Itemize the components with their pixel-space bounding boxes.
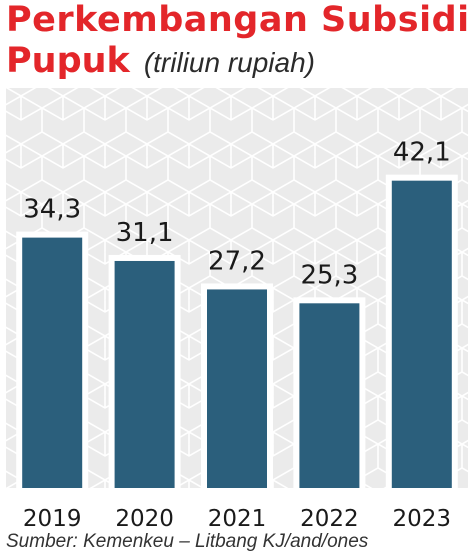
- x-tick-label-2019: 2019: [23, 506, 82, 532]
- bar-2022: [299, 303, 360, 488]
- bar-2020: [114, 260, 175, 488]
- x-tick-label-2022: 2022: [300, 506, 359, 532]
- chart-title-line-2: Pupuk (triliun rupiah): [6, 40, 468, 84]
- chart-title-line-1: Perkembangan Subsidi: [6, 0, 470, 40]
- chart-title-main: Pupuk: [6, 41, 130, 81]
- bar-2021: [207, 289, 267, 488]
- chart-title-block: Perkembangan Subsidi Pupuk (triliun rupia…: [6, 0, 470, 84]
- x-tick-label-2020: 2020: [115, 506, 174, 532]
- x-tick-label-2023: 2023: [393, 506, 452, 532]
- value-label-2019: 34,3: [23, 195, 81, 225]
- value-label-2023: 42,1: [393, 138, 451, 168]
- value-label-2020: 31,1: [116, 218, 174, 248]
- x-tick-label-2021: 2021: [208, 506, 267, 532]
- source-note: Sumber: Kemenkeu – Litbang KJ/and/ones: [6, 531, 369, 552]
- bar-2019: [22, 237, 83, 488]
- plot-area: 34,3 2019 31,1 2020 27,2 2021 25,3 2022 42,1 2023: [16, 138, 458, 532]
- value-label-2021: 27,2: [208, 246, 266, 276]
- value-label-2022: 25,3: [300, 260, 358, 290]
- chart-unit-label: (triliun rupiah): [143, 47, 315, 78]
- bar-2023: [391, 180, 452, 489]
